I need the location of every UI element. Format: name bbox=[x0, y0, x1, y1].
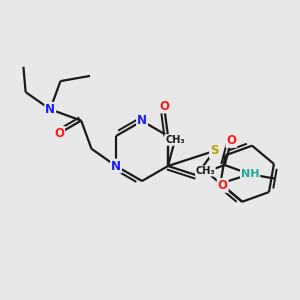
Text: O: O bbox=[54, 127, 64, 140]
Text: NH: NH bbox=[241, 169, 259, 179]
Text: N: N bbox=[137, 115, 147, 128]
Text: CH₃: CH₃ bbox=[196, 166, 215, 176]
Text: N: N bbox=[111, 160, 121, 172]
Text: N: N bbox=[45, 103, 55, 116]
Text: O: O bbox=[159, 100, 169, 112]
Text: O: O bbox=[218, 179, 228, 192]
Text: S: S bbox=[210, 145, 218, 158]
Text: O: O bbox=[226, 134, 236, 147]
Text: CH₃: CH₃ bbox=[165, 135, 185, 145]
